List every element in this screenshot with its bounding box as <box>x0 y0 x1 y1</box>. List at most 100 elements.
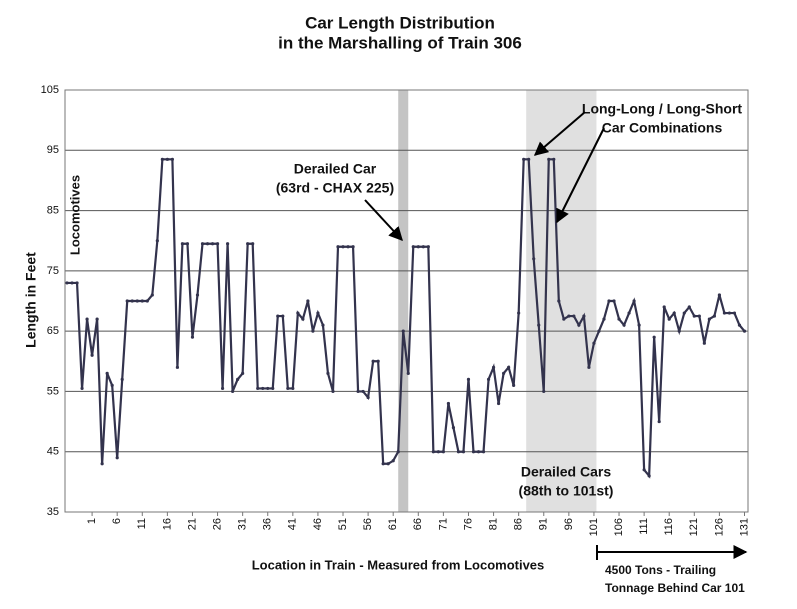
data-point <box>471 450 476 454</box>
x-tick-label: 46 <box>312 518 324 530</box>
data-point <box>85 317 89 321</box>
y-tick-label: 55 <box>47 385 59 397</box>
data-point <box>486 377 491 381</box>
data-point <box>642 468 646 472</box>
x-tick-label: 51 <box>337 518 349 530</box>
data-point <box>567 314 571 318</box>
data-point <box>572 314 576 318</box>
data-point <box>476 450 481 454</box>
y-tick-label: 35 <box>47 506 59 518</box>
data-point <box>406 371 410 375</box>
data-point <box>371 359 375 363</box>
data-point <box>411 245 415 249</box>
y-tick-label: 65 <box>47 325 59 337</box>
data-point <box>416 245 420 249</box>
data-point <box>346 245 350 249</box>
data-point <box>170 157 174 161</box>
data-point <box>351 245 355 249</box>
data-point <box>617 317 621 321</box>
data-point <box>612 299 616 303</box>
data-point <box>632 299 636 303</box>
data-point <box>697 314 701 318</box>
data-point <box>466 377 471 381</box>
data-point <box>607 299 611 303</box>
x-tick-label: 86 <box>513 518 525 530</box>
annotation: Derailed Car <box>294 161 377 177</box>
x-tick-label: 26 <box>211 518 223 530</box>
data-point <box>491 365 496 369</box>
x-tick-label: 16 <box>161 518 173 530</box>
data-line <box>67 158 746 479</box>
annotation: (63rd - CHAX 225) <box>276 180 394 196</box>
chart-title: in the Marshalling of Train 306 <box>278 33 522 52</box>
data-point <box>200 242 205 246</box>
data-point <box>657 419 661 424</box>
x-tick-label: 121 <box>688 518 700 536</box>
data-point <box>647 474 651 478</box>
y-tick-label: 105 <box>41 84 59 96</box>
data-point <box>336 245 340 249</box>
data-point <box>597 329 601 333</box>
data-point <box>401 329 405 333</box>
data-point <box>150 293 154 297</box>
data-point <box>742 329 747 333</box>
data-point <box>502 371 506 375</box>
data-point <box>637 323 641 327</box>
x-axis-label: Location in Train - Measured from Locomo… <box>252 557 545 572</box>
data-point <box>291 386 295 391</box>
data-point <box>80 386 84 391</box>
data-point <box>717 293 721 297</box>
data-point <box>190 335 195 339</box>
data-point <box>652 335 656 339</box>
data-point <box>160 157 164 161</box>
data-point <box>75 281 79 285</box>
data-point <box>241 371 245 375</box>
data-point <box>672 311 676 315</box>
data-point <box>210 242 215 246</box>
data-point <box>456 450 461 454</box>
data-point <box>175 365 180 369</box>
data-point <box>110 383 114 387</box>
data-point <box>366 395 370 400</box>
annotation: Tonnage Behind Car 101 <box>605 581 745 595</box>
data-point <box>446 401 451 406</box>
data-point <box>125 299 129 303</box>
data-point <box>732 311 737 315</box>
y-tick-label: 75 <box>47 265 59 277</box>
annotation: Locomotives <box>67 175 82 255</box>
arrow <box>364 199 403 242</box>
data-point <box>281 314 285 318</box>
data-point <box>120 377 124 381</box>
x-tick-label: 11 <box>136 518 148 529</box>
data-point <box>391 459 395 463</box>
data-point <box>712 314 716 318</box>
data-point <box>341 245 345 249</box>
data-point <box>135 299 139 303</box>
x-tick-label: 131 <box>738 518 750 536</box>
data-point <box>321 323 325 327</box>
data-point <box>582 314 586 318</box>
chart-title: Car Length Distribution <box>305 13 495 32</box>
data-point <box>737 323 742 327</box>
data-point <box>552 157 556 161</box>
data-point <box>677 329 681 333</box>
data-point <box>496 401 501 406</box>
data-point <box>356 389 360 394</box>
x-tick-label: 1 <box>86 518 98 524</box>
x-tick-label: 96 <box>563 518 575 530</box>
data-point <box>622 323 626 327</box>
data-point <box>537 323 541 327</box>
annotation: Car Combinations <box>602 120 723 136</box>
data-point <box>722 311 727 315</box>
x-tick-label: 21 <box>186 518 198 530</box>
annotation: 4500 Tons - Trailing <box>605 563 716 577</box>
data-point <box>266 386 270 391</box>
x-tick-label: 41 <box>287 518 299 530</box>
data-point <box>687 305 691 309</box>
y-tick-label: 45 <box>47 446 59 458</box>
data-point <box>547 157 551 161</box>
x-tick-label: 66 <box>412 518 424 530</box>
data-point <box>331 389 335 394</box>
data-point <box>481 450 486 454</box>
x-tick-label: 81 <box>487 518 499 530</box>
